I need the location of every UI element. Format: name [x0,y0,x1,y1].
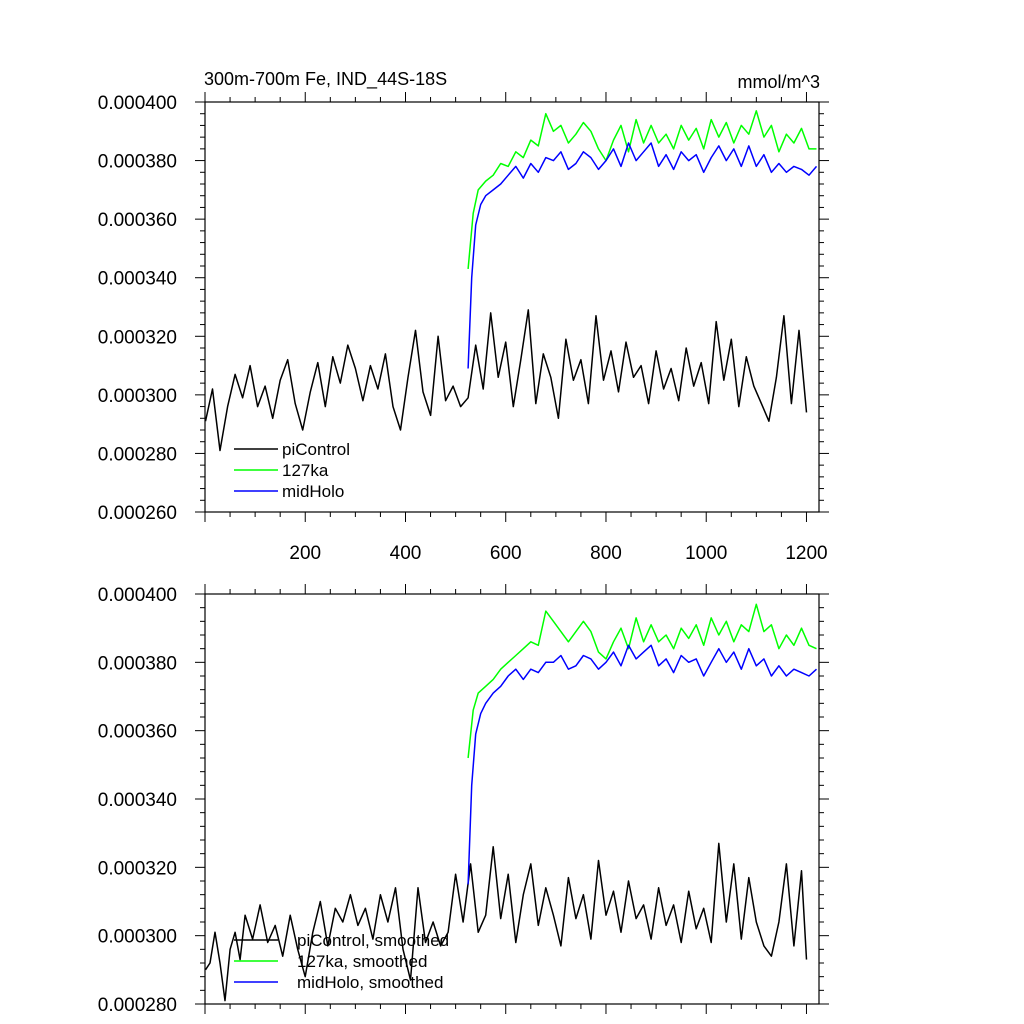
y-tick-label: 0.000300 [98,386,177,407]
plot-frame [204,593,820,1005]
series-line-midholo-smoothed [467,644,818,885]
legend-label: 127ka, smoothed [297,952,427,971]
x-tick-label: 800 [590,543,622,564]
x-tick-label: 200 [289,543,321,564]
x-tick-label: 1200 [785,543,827,564]
x-tick-label: 1000 [685,543,727,564]
y-tick-label: 0.000360 [98,722,177,743]
x-tick-label: 400 [390,543,422,564]
y-tick-label: 0.000280 [98,444,177,465]
y-tick-label: 0.000320 [98,858,177,879]
plot-frame [204,101,820,513]
legend-label: 127ka [282,461,329,480]
y-tick-label: 0.000400 [98,93,177,114]
x-tick-label: 600 [490,543,522,564]
y-tick-label: 0.000300 [98,927,177,948]
y-tick-label: 0.000400 [98,585,177,606]
series-line-picontrol-smoothed [204,842,808,1002]
legend-label: midHolo, smoothed [297,973,443,992]
series-line-127ka [467,110,817,269]
y-tick-label: 0.000320 [98,327,177,348]
chart-panel-bottom: 0.000280 0.000300 0.000320 0.000340 0.000360… [98,584,829,1016]
y-tick-label: 0.000380 [98,152,177,173]
y-tick-label: 0.000380 [98,653,177,674]
legend-label: piControl, smoothed [297,931,449,950]
chart-title: 300m-700m Fe, IND_44S-18S [204,69,447,90]
y-tick-label: 0.000260 [98,503,177,524]
series-line-picontrol [204,309,808,452]
y-tick-label: 0.000340 [98,790,177,811]
chart-panel-top: 300m-700m Fe, IND_44S-18S mmol/m^3 0.000… [98,69,829,564]
series-line-midholo [467,142,818,369]
legend-label: piControl [282,440,350,459]
chart-units: mmol/m^3 [738,72,820,92]
series-line-127ka-smoothed [467,603,817,759]
y-tick-label: 0.000280 [98,995,177,1016]
y-tick-label: 0.000340 [98,269,177,290]
legend-label: midHolo [282,482,344,501]
y-tick-label: 0.000360 [98,210,177,231]
